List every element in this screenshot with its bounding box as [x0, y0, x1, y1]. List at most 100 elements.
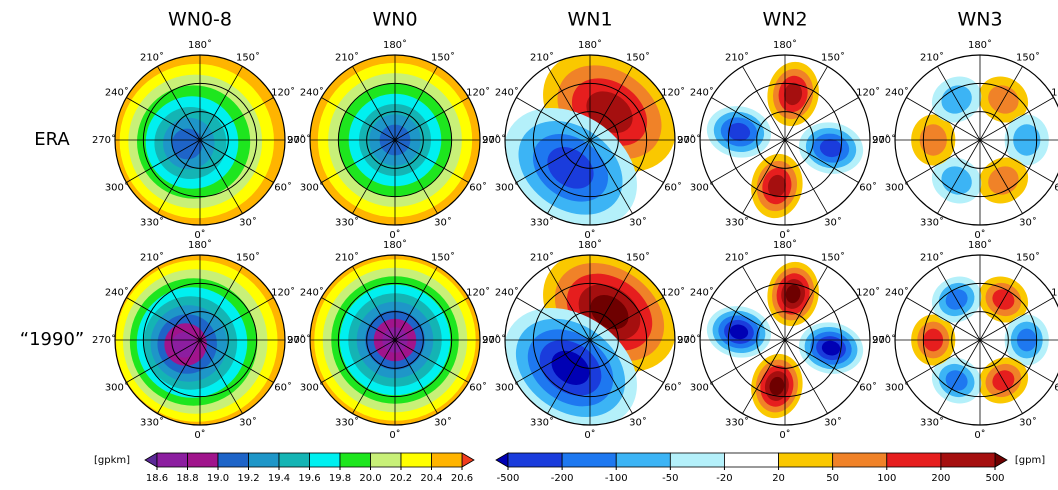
longitude-label: 210˚: [335, 252, 359, 264]
column-title: WN2: [762, 9, 807, 31]
longitude-label: 60˚: [274, 182, 292, 194]
colorbar-box: [157, 453, 188, 467]
longitude-label: 0˚: [779, 429, 790, 441]
longitude-label: 240˚: [690, 87, 714, 99]
longitude-label: 150˚: [821, 252, 845, 264]
longitude-label: 330˚: [920, 216, 944, 228]
longitude-label: 180˚: [773, 39, 797, 51]
longitude-label: 240˚: [300, 287, 324, 299]
longitude-label: 0˚: [974, 429, 985, 441]
longitude-label: 180˚: [773, 239, 797, 251]
longitude-label: 330˚: [530, 216, 554, 228]
longitude-label: 300˚: [495, 182, 519, 194]
colorbar-tick-label: 500: [985, 473, 1004, 484]
longitude-label: 30˚: [434, 216, 452, 228]
colorbar-extend: [995, 453, 1007, 467]
longitude-label: 270˚: [92, 334, 116, 346]
longitude-label: 270˚: [872, 334, 896, 346]
colorbar-tick-label: 19.6: [298, 473, 320, 484]
longitude-label: 30˚: [1019, 216, 1037, 228]
colorbar-box: [941, 453, 995, 467]
longitude-label: 150˚: [1016, 252, 1040, 264]
colorbar-box: [432, 453, 463, 467]
longitude-label: 330˚: [920, 416, 944, 428]
colorbar-tick-label: 19.0: [207, 473, 229, 484]
longitude-label: 330˚: [530, 416, 554, 428]
longitude-label: 270˚: [677, 334, 701, 346]
longitude-label: 180˚: [383, 39, 407, 51]
colorbar-box: [616, 453, 670, 467]
longitude-label: 180˚: [383, 239, 407, 251]
longitude-label: 300˚: [495, 382, 519, 394]
longitude-label: 330˚: [335, 216, 359, 228]
longitude-label: 60˚: [859, 382, 877, 394]
colorbar-box: [562, 453, 616, 467]
longitude-label: 210˚: [140, 252, 164, 264]
colorbar-box: [724, 453, 778, 467]
longitude-label: 180˚: [968, 239, 992, 251]
longitude-label: 210˚: [725, 252, 749, 264]
colorbar-box: [218, 453, 249, 467]
longitude-label: 120˚: [661, 87, 685, 99]
colorbar-tick-label: -200: [551, 473, 574, 484]
row-label: “1990”: [20, 329, 84, 350]
longitude-label: 120˚: [271, 287, 295, 299]
colorbar-tick-label: -100: [605, 473, 628, 484]
longitude-label: 60˚: [664, 182, 682, 194]
longitude-label: 210˚: [920, 252, 944, 264]
longitude-label: 60˚: [469, 382, 487, 394]
colorbar-tick-label: 20.4: [420, 473, 442, 484]
longitude-label: 120˚: [466, 287, 490, 299]
colorbar-extend: [462, 453, 474, 467]
longitude-label: 120˚: [856, 87, 880, 99]
colorbar-tick-label: 18.6: [146, 473, 168, 484]
longitude-label: 150˚: [431, 52, 455, 64]
colorbar-box: [371, 453, 402, 467]
longitude-label: 240˚: [300, 87, 324, 99]
colorbar-tick-label: 19.2: [237, 473, 259, 484]
longitude-label: 300˚: [300, 382, 324, 394]
colorbar-tick-label: -500: [497, 473, 520, 484]
colorbar-box: [887, 453, 941, 467]
longitude-label: 270˚: [287, 134, 311, 146]
longitude-label: 150˚: [236, 52, 260, 64]
longitude-label: 150˚: [236, 252, 260, 264]
longitude-label: 180˚: [968, 39, 992, 51]
longitude-label: 210˚: [530, 52, 554, 64]
colorbar-tick-label: -20: [716, 473, 732, 484]
longitude-label: 300˚: [885, 182, 909, 194]
longitude-label: 60˚: [469, 182, 487, 194]
longitude-label: 120˚: [661, 287, 685, 299]
longitude-label: 120˚: [1051, 87, 1058, 99]
longitude-label: 30˚: [239, 416, 257, 428]
longitude-label: 180˚: [578, 39, 602, 51]
longitude-label: 330˚: [725, 416, 749, 428]
longitude-label: 240˚: [690, 287, 714, 299]
longitude-label: 150˚: [431, 252, 455, 264]
longitude-label: 180˚: [188, 39, 212, 51]
colorbar-tick-label: 50: [826, 473, 839, 484]
longitude-label: 270˚: [287, 334, 311, 346]
colorbar-tick-label: 20: [772, 473, 785, 484]
column-title: WN1: [567, 9, 612, 31]
longitude-label: 300˚: [105, 182, 129, 194]
longitude-label: 270˚: [482, 334, 506, 346]
longitude-label: 30˚: [239, 216, 257, 228]
colorbar-tick-label: 200: [931, 473, 950, 484]
longitude-label: 150˚: [821, 52, 845, 64]
colorbar-tick-label: 19.4: [268, 473, 290, 484]
colorbar-unit: [gpm]: [1015, 455, 1045, 466]
longitude-label: 150˚: [626, 252, 650, 264]
longitude-label: 300˚: [885, 382, 909, 394]
colorbar-extend: [145, 453, 157, 467]
column-title: WN0: [372, 9, 417, 31]
longitude-label: 180˚: [578, 239, 602, 251]
colorbar-tick-label: 100: [877, 473, 896, 484]
longitude-label: 270˚: [92, 134, 116, 146]
longitude-label: 210˚: [530, 252, 554, 264]
longitude-label: 30˚: [824, 416, 842, 428]
colorbar-box: [340, 453, 371, 467]
longitude-label: 300˚: [105, 382, 129, 394]
longitude-label: 30˚: [434, 416, 452, 428]
longitude-label: 60˚: [274, 382, 292, 394]
